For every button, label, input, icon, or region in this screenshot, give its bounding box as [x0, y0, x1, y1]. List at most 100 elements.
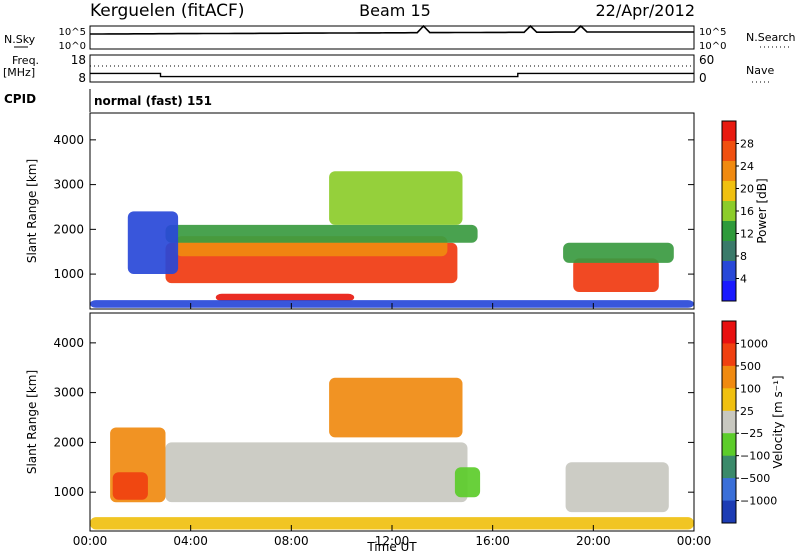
- velocity-region-3: [112, 472, 148, 500]
- nsky-frame: [89, 25, 695, 50]
- power-ytick-label-0: 4000: [53, 133, 84, 147]
- velocity-colorbar-label: Velocity [m s⁻¹]: [771, 375, 785, 468]
- velocity-colorbar: 1000 500 100 25 −25 −100 −500 −1000: [721, 320, 777, 524]
- power-colorbar-seg-4: [722, 201, 736, 222]
- power-region-3: [215, 293, 355, 301]
- velocity-ylabel: Slant Range [km]: [25, 370, 39, 474]
- power-colorbar: 28 24 20 16 12 8 4: [721, 120, 754, 302]
- nsearch-tick-low: 10^0: [699, 41, 726, 52]
- power-ytick-label-1: 3000: [53, 178, 84, 192]
- power-region-7: [127, 211, 179, 274]
- cpid-value: normal (fast) 151: [94, 94, 212, 108]
- velocity-colorbar-frame: [721, 320, 737, 524]
- power-colorbar-label-5: 8: [740, 250, 747, 263]
- date-title: 22/Apr/2012: [595, 1, 695, 20]
- velocity-colorbar-label-3: 25: [740, 405, 754, 418]
- freq-tick-high: 18: [71, 53, 86, 67]
- nsearch-tick-high: 10^5: [699, 27, 726, 38]
- nave-tick-high: 60: [699, 53, 714, 67]
- velocity-colorbar-label-1: 500: [740, 360, 761, 373]
- power-colorbar-label-4: 12: [740, 228, 754, 241]
- time-axis-label: Time UT: [366, 540, 417, 554]
- nsky-tick-low: 10^0: [59, 41, 86, 52]
- velocity-colorbar-label-4: −25: [740, 427, 763, 440]
- power-colorbar-seg-8: [722, 281, 736, 302]
- nave-tick-low: 0: [699, 71, 707, 85]
- power-colorbar-label-3: 16: [740, 205, 754, 218]
- velocity-region-5: [90, 517, 694, 530]
- power-region-5: [573, 258, 659, 292]
- time-tick-label-3: 12:00: [375, 534, 410, 548]
- velocity-colorbar-label-7: −1000: [740, 495, 777, 508]
- freq-trace: [90, 72, 694, 78]
- velocity-ytick-label-0: 4000: [53, 336, 84, 350]
- power-colorbar-label-2: 20: [740, 183, 754, 196]
- power-ytick-label-2: 2000: [53, 222, 84, 236]
- power-colorbar-seg-6: [722, 241, 736, 262]
- velocity-colorbar-seg-2: [722, 365, 736, 389]
- time-tick-label-6: 00:00: [677, 534, 712, 548]
- power-colorbar-label: Power [dB]: [755, 178, 769, 243]
- velocity-colorbar-seg-5: [722, 433, 736, 457]
- time-tick-label-4: 16:00: [475, 534, 510, 548]
- station-title: Kerguelen (fitACF): [90, 1, 244, 21]
- velocity-colorbar-seg-7: [722, 478, 736, 501]
- time-tick-label-0: 00:00: [73, 534, 108, 548]
- nsky-label: N.Sky: [4, 33, 36, 46]
- velocity-ytick-label-3: 1000: [53, 485, 84, 499]
- velocity-colorbar-label-0: 1000: [740, 337, 768, 350]
- velocity-region-6: [454, 467, 481, 498]
- power-colorbar-label-6: 4: [740, 273, 747, 286]
- velocity-colorbar-seg-8: [722, 500, 736, 524]
- velocity-ytick-label-1: 3000: [53, 386, 84, 400]
- velocity-region-4: [329, 377, 463, 438]
- power-colorbar-seg-2: [722, 161, 736, 182]
- power-colorbar-seg-3: [722, 181, 736, 202]
- time-tick-label-1: 04:00: [173, 534, 208, 548]
- power-data-layer: [90, 171, 694, 308]
- velocity-region-1: [565, 462, 669, 513]
- velocity-colorbar-seg-6: [722, 455, 736, 479]
- power-colorbar-seg-7: [722, 261, 736, 282]
- freq-tick-low: 8: [78, 71, 86, 85]
- time-tick-label-5: 20:00: [576, 534, 611, 548]
- nave-label: Nave: [746, 64, 774, 77]
- velocity-colorbar-label-6: −500: [740, 472, 770, 485]
- cpid-label: CPID: [4, 92, 36, 106]
- velocity-panel: 4000 3000 2000 1000 Slant Range [km] 1000 50…: [25, 312, 785, 532]
- freq-frame: [89, 54, 695, 83]
- velocity-ytick-label-2: 2000: [53, 435, 84, 449]
- freq-label: Freq.: [12, 54, 39, 67]
- nsearch-label: N.Search: [746, 31, 796, 44]
- velocity-colorbar-seg-1: [722, 343, 736, 367]
- freq-unit-label: [MHz]: [3, 66, 35, 79]
- power-colorbar-seg-1: [722, 141, 736, 162]
- time-axis: 00:00 04:00 08:00 12:00 16:00 20:00 00:00: [73, 303, 712, 548]
- power-colorbar-label-1: 24: [740, 160, 754, 173]
- freq-panel: Freq. [MHz] 18 8 60 0 Nave: [3, 53, 774, 85]
- power-ytick-label-3: 1000: [53, 267, 84, 281]
- nsky-panel: N.Sky 10^5 10^0 10^5 10^0 N.Search: [4, 24, 796, 52]
- velocity-y-ticks: 4000 3000 2000 1000: [53, 336, 694, 499]
- velocity-data-layer: [90, 377, 694, 530]
- power-colorbar-seg-0: [722, 121, 736, 142]
- power-colorbar-label-0: 28: [740, 138, 754, 151]
- velocity-colorbar-label-2: 100: [740, 382, 761, 395]
- velocity-colorbar-seg-3: [722, 388, 736, 412]
- power-region-6: [563, 242, 674, 263]
- power-region-2: [165, 224, 478, 243]
- velocity-region-0: [165, 442, 468, 503]
- nsky-tick-high: 10^5: [59, 27, 86, 38]
- time-tick-label-2: 08:00: [274, 534, 309, 548]
- velocity-colorbar-seg-0: [722, 321, 736, 344]
- power-colorbar-seg-5: [722, 221, 736, 242]
- power-region-4: [329, 171, 463, 225]
- power-panel: 4000 3000 2000 1000 Slant Range [km] 28 24 20…: [25, 112, 769, 310]
- power-ylabel: Slant Range [km]: [25, 159, 39, 263]
- nsky-trace: [90, 24, 694, 35]
- velocity-colorbar-label-5: −100: [740, 450, 770, 463]
- beam-title: Beam 15: [359, 1, 431, 20]
- velocity-colorbar-seg-4: [722, 410, 736, 434]
- power-y-ticks: 4000 3000 2000 1000: [53, 133, 694, 281]
